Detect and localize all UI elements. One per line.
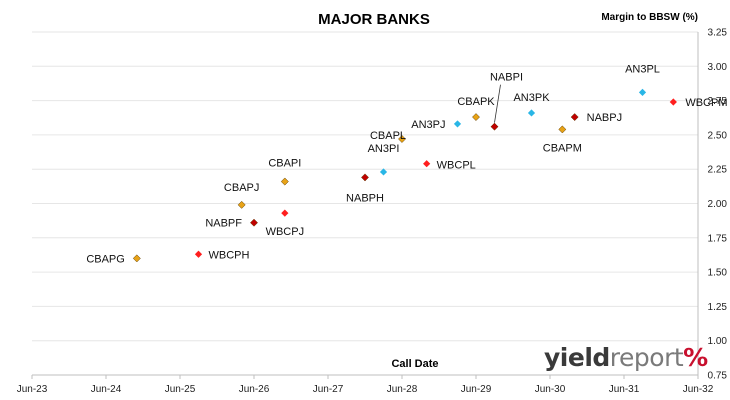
label-cbapi: CBAPI: [268, 158, 301, 170]
point-an3pj: [453, 120, 462, 128]
logo-text-report: report: [609, 343, 684, 372]
point-cbapj: [237, 200, 246, 209]
data-points: [132, 88, 677, 263]
point-wbcpj: [281, 209, 289, 217]
label-cbapg: CBAPG: [86, 253, 125, 265]
label-wbcpl: WBCPL: [437, 160, 476, 172]
data-labels: CBAPG WBCPH NABPF CBAPJ WBCPJ CBAPI NABPH AN3PI…: [86, 63, 727, 265]
logo-text-yield: yield: [544, 343, 610, 372]
y-tick-label: 2.00: [708, 199, 728, 210]
x-tick-label: Jun-23: [17, 384, 48, 395]
point-cbapg: [132, 254, 141, 263]
point-an3pl: [638, 88, 647, 96]
label-nabpj: NABPJ: [587, 112, 622, 124]
label-nabpi: NABPI: [490, 72, 523, 84]
point-cbapi: [280, 177, 289, 186]
leader-lines: [494, 84, 501, 123]
leader-line-nabpi: [494, 84, 501, 123]
point-nabpj: [570, 113, 579, 122]
chart-title: MAJOR BANKS: [318, 11, 430, 28]
label-cbapm: CBAPM: [543, 142, 582, 154]
label-cbapj: CBAPJ: [224, 182, 259, 194]
y-tick-label: 2.50: [708, 130, 728, 141]
x-axis-title: Call Date: [391, 358, 438, 370]
label-wbcpj: WBCPJ: [266, 226, 305, 238]
y-tick-label: 1.50: [708, 268, 728, 279]
point-an3pi: [379, 168, 388, 176]
x-tick-label: Jun-27: [313, 384, 344, 395]
y-tick-label: 1.00: [708, 336, 728, 347]
label-an3pk: AN3PK: [513, 92, 550, 104]
label-an3pj: AN3PJ: [411, 119, 445, 131]
label-cbapl: CBAPL: [370, 130, 406, 142]
axes: [31, 32, 699, 379]
point-wbcpm: [669, 98, 677, 106]
point-cbapm: [558, 125, 567, 134]
x-tick-label: Jun-31: [609, 384, 640, 395]
y-tick-label: 1.75: [708, 233, 728, 244]
x-tick-label: Jun-24: [91, 384, 122, 395]
y-tick-label: 2.25: [708, 165, 728, 176]
y-tick-label: 3.00: [708, 62, 728, 73]
x-tick-label: Jun-28: [387, 384, 418, 395]
label-an3pl: AN3PL: [625, 63, 660, 75]
label-nabph: NABPH: [346, 192, 384, 204]
y-axis-title: Margin to BBSW (%): [601, 12, 698, 23]
tick-labels: 0.75 1.00 1.25 1.50 1.75 2.00 2.25 2.50 2.75 3.00…: [17, 28, 728, 396]
y-tick-label: 2.75: [708, 96, 728, 107]
gridlines: [32, 31, 698, 342]
point-nabph: [361, 173, 369, 182]
label-nabpf: NABPF: [205, 218, 242, 230]
label-wbcpm: WBCPM: [685, 97, 727, 109]
x-tick-label: Jun-30: [535, 384, 566, 395]
point-cbapl: [398, 135, 406, 143]
point-cbapk: [472, 113, 480, 122]
x-tick-label: Jun-25: [165, 384, 196, 395]
point-wbcph: [194, 250, 203, 258]
y-tick-label: 3.25: [708, 28, 728, 39]
point-an3pk: [527, 109, 536, 117]
y-tick-label: 0.75: [708, 371, 728, 382]
point-nabpi: [490, 122, 499, 131]
point-nabpf: [250, 218, 258, 227]
y-tick-label: 1.25: [708, 302, 728, 313]
label-cbapk: CBAPK: [457, 96, 495, 108]
yieldreport-logo: yieldreport%: [544, 343, 708, 372]
label-an3pi: AN3PI: [368, 143, 400, 155]
logo-percent-sign: %: [683, 343, 708, 372]
label-wbcph: WBCPH: [209, 249, 250, 261]
x-tick-label: Jun-29: [461, 384, 492, 395]
point-wbcpl: [423, 160, 431, 168]
x-tick-label: Jun-26: [239, 384, 270, 395]
x-tick-label: Jun-32: [683, 384, 714, 395]
